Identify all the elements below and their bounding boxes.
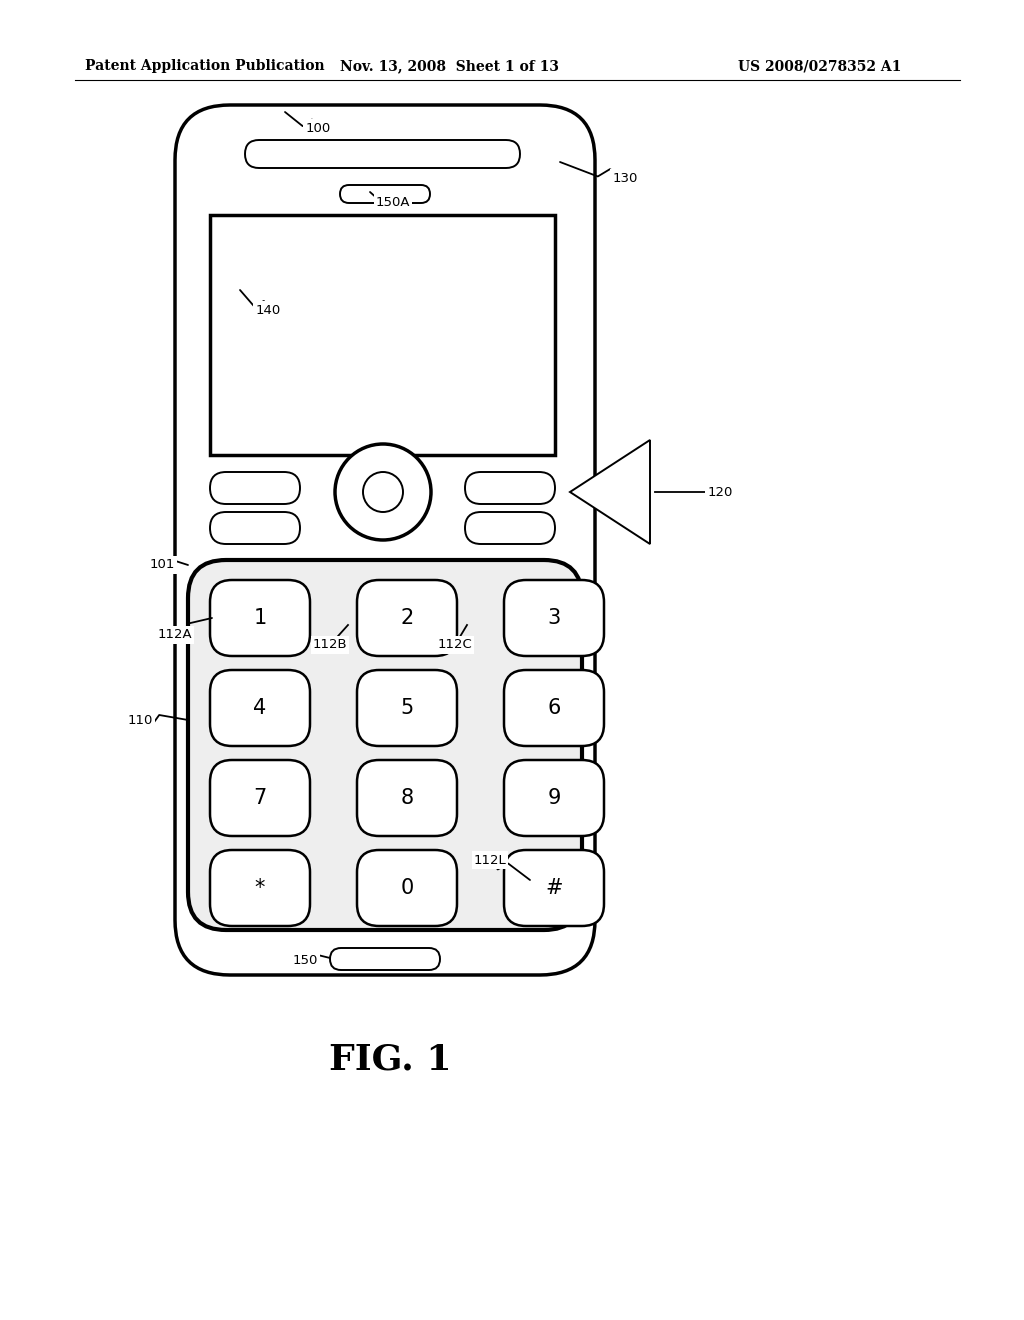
Text: 0: 0 bbox=[400, 878, 414, 898]
FancyBboxPatch shape bbox=[175, 106, 595, 975]
Polygon shape bbox=[570, 440, 650, 544]
FancyBboxPatch shape bbox=[465, 512, 555, 544]
FancyBboxPatch shape bbox=[357, 850, 457, 927]
Text: 6: 6 bbox=[547, 698, 561, 718]
FancyBboxPatch shape bbox=[357, 671, 457, 746]
Text: 120: 120 bbox=[708, 486, 733, 499]
Text: 112C: 112C bbox=[437, 639, 472, 652]
FancyBboxPatch shape bbox=[357, 579, 457, 656]
FancyBboxPatch shape bbox=[245, 140, 520, 168]
FancyBboxPatch shape bbox=[330, 948, 440, 970]
FancyBboxPatch shape bbox=[504, 579, 604, 656]
Text: 101: 101 bbox=[150, 558, 175, 572]
Text: 5: 5 bbox=[400, 698, 414, 718]
Text: 150A: 150A bbox=[376, 195, 411, 209]
FancyBboxPatch shape bbox=[210, 760, 310, 836]
FancyBboxPatch shape bbox=[188, 560, 582, 931]
FancyBboxPatch shape bbox=[210, 473, 300, 504]
Text: Patent Application Publication: Patent Application Publication bbox=[85, 59, 325, 73]
FancyBboxPatch shape bbox=[210, 512, 300, 544]
Text: US 2008/0278352 A1: US 2008/0278352 A1 bbox=[738, 59, 902, 73]
Text: 140: 140 bbox=[255, 304, 281, 317]
Text: 1: 1 bbox=[253, 609, 266, 628]
FancyBboxPatch shape bbox=[465, 473, 555, 504]
FancyBboxPatch shape bbox=[210, 671, 310, 746]
Text: 2: 2 bbox=[400, 609, 414, 628]
Text: 3: 3 bbox=[548, 609, 560, 628]
FancyBboxPatch shape bbox=[210, 850, 310, 927]
Text: 112L: 112L bbox=[474, 854, 507, 866]
Text: 112B: 112B bbox=[312, 639, 347, 652]
Text: 8: 8 bbox=[400, 788, 414, 808]
Text: *: * bbox=[255, 878, 265, 898]
Text: 112A: 112A bbox=[158, 628, 193, 642]
Text: 110: 110 bbox=[127, 714, 153, 726]
Text: 130: 130 bbox=[612, 172, 638, 185]
Text: 9: 9 bbox=[547, 788, 561, 808]
FancyBboxPatch shape bbox=[504, 850, 604, 927]
FancyBboxPatch shape bbox=[340, 185, 430, 203]
Circle shape bbox=[335, 444, 431, 540]
Text: 150: 150 bbox=[292, 953, 317, 966]
FancyBboxPatch shape bbox=[504, 760, 604, 836]
Circle shape bbox=[362, 473, 403, 512]
FancyBboxPatch shape bbox=[357, 760, 457, 836]
FancyBboxPatch shape bbox=[210, 579, 310, 656]
Text: 7: 7 bbox=[253, 788, 266, 808]
Text: Nov. 13, 2008  Sheet 1 of 13: Nov. 13, 2008 Sheet 1 of 13 bbox=[341, 59, 559, 73]
Bar bbox=[210, 215, 555, 455]
FancyBboxPatch shape bbox=[504, 671, 604, 746]
Text: FIG. 1: FIG. 1 bbox=[329, 1043, 452, 1077]
Text: #: # bbox=[545, 878, 563, 898]
Text: 100: 100 bbox=[305, 121, 331, 135]
Text: 4: 4 bbox=[253, 698, 266, 718]
